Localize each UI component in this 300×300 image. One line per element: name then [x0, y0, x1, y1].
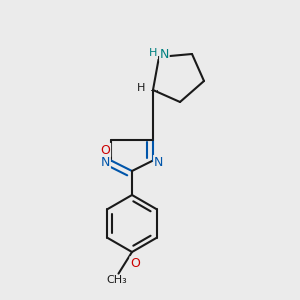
Text: N: N	[154, 155, 163, 169]
Text: O: O	[130, 257, 140, 270]
Text: CH₃: CH₃	[106, 275, 128, 285]
Text: N: N	[160, 48, 169, 61]
Text: N: N	[101, 155, 110, 169]
Text: ...: ...	[150, 82, 159, 93]
Text: O: O	[101, 143, 110, 157]
Text: H: H	[149, 48, 158, 59]
Text: H: H	[137, 82, 146, 93]
